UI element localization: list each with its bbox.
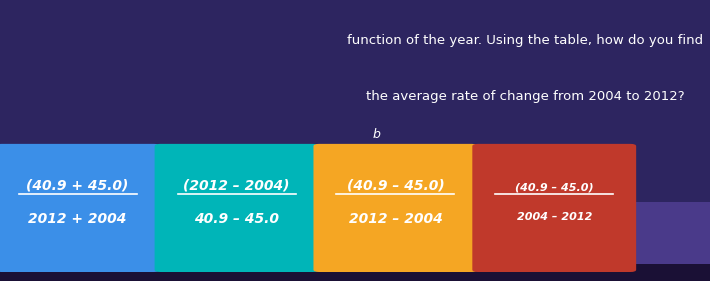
FancyBboxPatch shape (155, 144, 318, 272)
Text: (40.9 – 45.0): (40.9 – 45.0) (346, 178, 444, 192)
Text: (40.9 – 45.0): (40.9 – 45.0) (515, 182, 594, 192)
Text: the average rate of change from 2004 to 2012?: the average rate of change from 2004 to … (366, 90, 684, 103)
FancyBboxPatch shape (314, 144, 477, 272)
Text: 2012 – 2004: 2012 – 2004 (349, 212, 442, 226)
FancyBboxPatch shape (0, 144, 160, 272)
Text: (40.9 + 45.0): (40.9 + 45.0) (26, 178, 129, 192)
Text: 2004 – 2012: 2004 – 2012 (517, 212, 592, 222)
Text: function of the year. Using the table, how do you find: function of the year. Using the table, h… (347, 34, 704, 47)
Bar (0, 202, 710, 281)
FancyBboxPatch shape (472, 144, 636, 272)
Text: 40.9 – 45.0: 40.9 – 45.0 (194, 212, 279, 226)
Text: 2012 + 2004: 2012 + 2004 (28, 212, 127, 226)
Text: b: b (372, 128, 381, 141)
Bar (0, 264, 710, 281)
Text: (2012 – 2004): (2012 – 2004) (183, 178, 290, 192)
